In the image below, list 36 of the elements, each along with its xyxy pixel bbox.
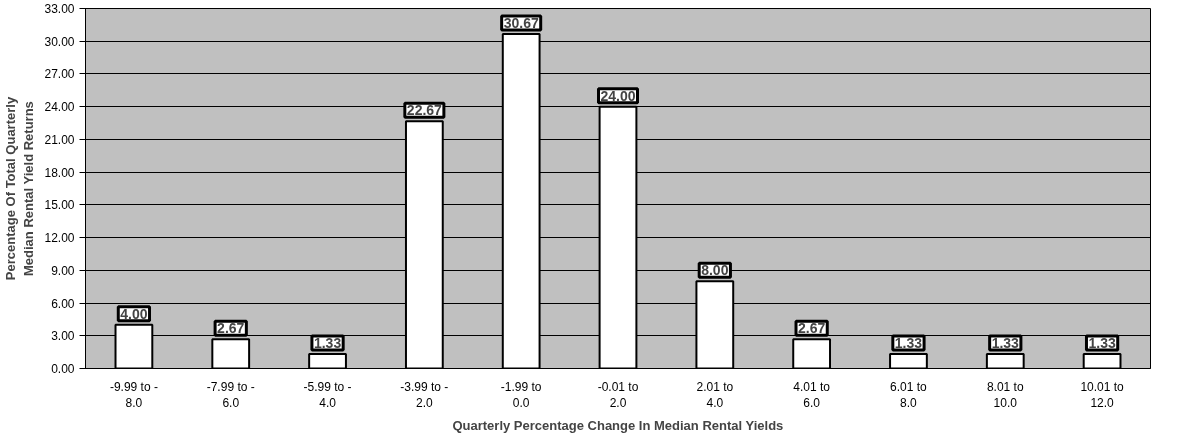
data-label: 2.67 (798, 320, 826, 337)
x-tick-label: -3.99 to - 2.0 (400, 379, 449, 411)
x-tick-label: -9.99 to - 8.0 (109, 379, 158, 411)
data-label: 24.00 (600, 87, 636, 104)
x-axis-title: Quarterly Percentage Change In Median Rental Yields (452, 418, 784, 434)
data-label: 1.33 (991, 334, 1020, 351)
y-tick-label: 30.00 (44, 34, 75, 49)
y-tick-label: 0.00 (51, 362, 75, 376)
x-tick-label: 4.01 to 6.0 (793, 379, 831, 411)
data-label: 30.67 (503, 14, 539, 31)
data-label: 4.00 (120, 305, 148, 322)
y-tick-label: 24.00 (44, 100, 75, 115)
x-tick-label: 10.01 to 12.0 (1080, 379, 1125, 411)
y-tick-label: 15.00 (44, 198, 75, 213)
data-label: 1.33 (1088, 334, 1116, 351)
x-tick-label: 8.01 to 10.0 (986, 379, 1024, 411)
y-tick-label: 18.00 (44, 165, 75, 180)
y-axis-title: Percentage Of Total Quarterly Median Rental Yield Returns (3, 96, 37, 281)
x-tick-label: -0.01 to 2.0 (597, 379, 639, 411)
x-tick-label: 6.01 to 8.0 (890, 379, 928, 411)
data-label: 8.00 (701, 262, 729, 279)
y-tick-label: 33.00 (44, 2, 75, 16)
data-label: 2.67 (217, 320, 245, 337)
y-tick-label: 6.00 (51, 296, 75, 311)
x-tick-label: -5.99 to - 4.0 (303, 379, 352, 411)
data-label: 1.33 (894, 334, 923, 351)
y-tick-label: 21.00 (44, 132, 75, 147)
data-label: 22.67 (406, 102, 443, 119)
x-tick-label: -7.99 to - 6.0 (206, 379, 255, 411)
y-tick-label: 12.00 (44, 231, 75, 246)
y-tick-label: 9.00 (51, 263, 75, 278)
x-tick-label: -1.99 to 0.0 (500, 379, 542, 411)
y-tick-label: 3.00 (51, 329, 75, 344)
x-tick-label: 2.01 to 4.0 (696, 379, 734, 411)
data-label: 1.33 (313, 334, 342, 351)
y-tick-label: 27.00 (44, 67, 75, 82)
